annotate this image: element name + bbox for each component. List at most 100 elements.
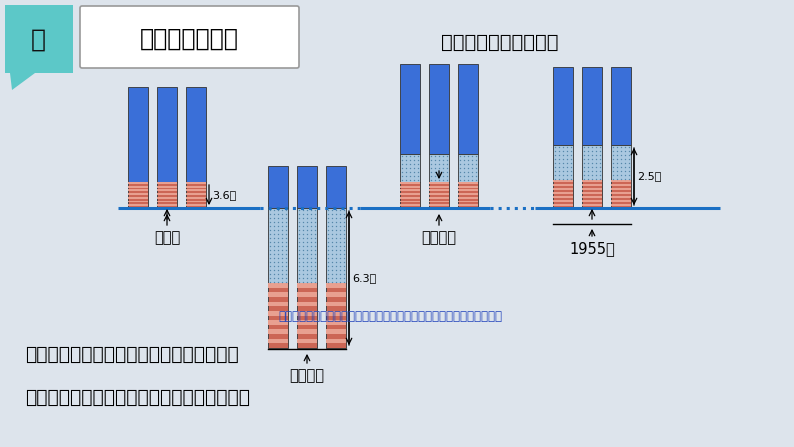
Text: （横线部分表示曾被火山灰覆盖，小点部分保留着海洋生物活动的痕迹）: （横线部分表示曾被火山灰覆盖，小点部分保留着海洋生物活动的痕迹） bbox=[278, 310, 502, 323]
Bar bbox=[128, 182, 148, 184]
Bar bbox=[458, 201, 478, 202]
FancyBboxPatch shape bbox=[80, 6, 299, 68]
Bar bbox=[186, 87, 206, 182]
Bar bbox=[429, 64, 449, 154]
Bar bbox=[611, 200, 631, 202]
Bar bbox=[128, 190, 148, 191]
Bar bbox=[157, 197, 177, 199]
Bar bbox=[128, 87, 148, 182]
Bar bbox=[186, 182, 206, 184]
Bar bbox=[582, 180, 602, 208]
Text: 2.5米: 2.5米 bbox=[637, 172, 661, 181]
Bar bbox=[297, 283, 317, 287]
Bar bbox=[553, 192, 573, 194]
Bar bbox=[268, 302, 288, 306]
Bar bbox=[157, 182, 177, 208]
Text: 十八世纪: 十八世纪 bbox=[422, 230, 457, 245]
Bar bbox=[400, 154, 420, 182]
Bar bbox=[458, 154, 478, 182]
Bar bbox=[582, 204, 602, 206]
Bar bbox=[553, 196, 573, 198]
Text: 3.6米: 3.6米 bbox=[212, 190, 237, 200]
Bar bbox=[157, 186, 177, 188]
Bar bbox=[326, 208, 346, 283]
Bar bbox=[268, 208, 288, 283]
Bar bbox=[268, 320, 288, 325]
Bar bbox=[157, 87, 177, 182]
Bar bbox=[582, 196, 602, 198]
Bar bbox=[326, 339, 346, 343]
Bar bbox=[582, 180, 602, 182]
Bar bbox=[458, 182, 478, 208]
Bar bbox=[582, 200, 602, 202]
Bar bbox=[429, 182, 449, 208]
Bar bbox=[326, 292, 346, 297]
Bar bbox=[297, 329, 317, 334]
Bar bbox=[128, 193, 148, 195]
Bar bbox=[429, 154, 449, 182]
Bar bbox=[553, 145, 573, 180]
Bar bbox=[128, 201, 148, 202]
Bar bbox=[157, 182, 177, 184]
Text: 地壳变动的证明: 地壳变动的证明 bbox=[140, 27, 238, 51]
Bar bbox=[157, 204, 177, 206]
Bar bbox=[611, 184, 631, 186]
Bar bbox=[186, 201, 206, 202]
Bar bbox=[611, 192, 631, 194]
Bar bbox=[128, 182, 148, 208]
Bar bbox=[326, 302, 346, 306]
Bar bbox=[429, 182, 449, 184]
Bar bbox=[297, 320, 317, 325]
Bar bbox=[611, 67, 631, 145]
Text: 建成时: 建成时 bbox=[154, 230, 180, 245]
Bar bbox=[553, 204, 573, 206]
Bar bbox=[429, 201, 449, 202]
Bar bbox=[458, 190, 478, 191]
Bar bbox=[611, 180, 631, 208]
Text: 地壳的升降运动是导致海陆变迁的重要原因。: 地壳的升降运动是导致海陆变迁的重要原因。 bbox=[25, 388, 250, 407]
Bar bbox=[326, 283, 346, 348]
Bar bbox=[157, 193, 177, 195]
Bar bbox=[400, 204, 420, 206]
Bar bbox=[297, 302, 317, 306]
Bar bbox=[611, 145, 631, 180]
Bar bbox=[582, 184, 602, 186]
Bar bbox=[400, 193, 420, 195]
Text: 这种变动有时进行得十分缓慢，难以察觉。: 这种变动有时进行得十分缓慢，难以察觉。 bbox=[25, 345, 239, 364]
Bar bbox=[611, 196, 631, 198]
Bar bbox=[297, 311, 317, 316]
Bar bbox=[186, 197, 206, 199]
Bar bbox=[458, 204, 478, 206]
Bar bbox=[326, 311, 346, 316]
Bar bbox=[553, 188, 573, 190]
Bar bbox=[458, 186, 478, 188]
Bar bbox=[186, 182, 206, 208]
Bar bbox=[326, 320, 346, 325]
Bar bbox=[458, 182, 478, 184]
Bar bbox=[400, 182, 420, 184]
Bar bbox=[582, 145, 602, 180]
Bar bbox=[429, 193, 449, 195]
Bar bbox=[326, 329, 346, 334]
Text: 6.3米: 6.3米 bbox=[352, 273, 376, 283]
Bar bbox=[429, 204, 449, 206]
Bar bbox=[297, 166, 317, 208]
Bar bbox=[429, 186, 449, 188]
Bar bbox=[297, 208, 317, 283]
Text: 十五世纪: 十五世纪 bbox=[290, 368, 325, 383]
Bar bbox=[582, 188, 602, 190]
Bar bbox=[157, 201, 177, 202]
Bar bbox=[268, 166, 288, 208]
Text: 那不勒斯大理石的升降: 那不勒斯大理石的升降 bbox=[441, 33, 559, 51]
Bar bbox=[429, 197, 449, 199]
Bar bbox=[611, 188, 631, 190]
Bar bbox=[268, 283, 288, 348]
Bar bbox=[582, 67, 602, 145]
Bar bbox=[297, 283, 317, 348]
Bar bbox=[128, 197, 148, 199]
Bar bbox=[458, 64, 478, 154]
Bar bbox=[128, 186, 148, 188]
Bar bbox=[400, 197, 420, 199]
Bar bbox=[5, 5, 73, 73]
Bar bbox=[400, 186, 420, 188]
